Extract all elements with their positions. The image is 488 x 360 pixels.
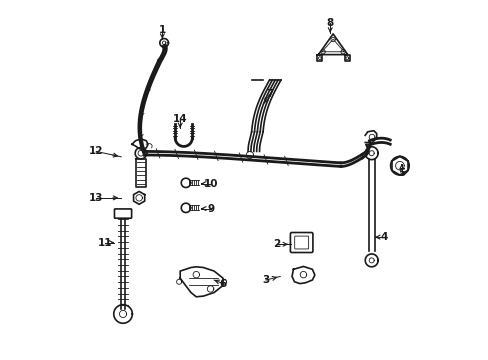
Text: 6: 6 <box>219 279 226 289</box>
Text: 9: 9 <box>206 203 214 213</box>
Text: 7: 7 <box>265 89 273 99</box>
Text: 14: 14 <box>173 114 187 124</box>
Text: 11: 11 <box>98 238 112 248</box>
FancyBboxPatch shape <box>290 233 312 252</box>
Text: 3: 3 <box>262 275 269 285</box>
Text: 8: 8 <box>326 18 333 28</box>
Text: 4: 4 <box>379 232 386 242</box>
Text: 1: 1 <box>159 25 165 35</box>
Text: 5: 5 <box>397 168 405 178</box>
Text: 13: 13 <box>89 193 103 203</box>
FancyBboxPatch shape <box>294 236 308 249</box>
Text: 10: 10 <box>203 179 217 189</box>
FancyBboxPatch shape <box>114 209 131 218</box>
Text: 2: 2 <box>272 239 280 249</box>
Text: 12: 12 <box>89 147 103 157</box>
